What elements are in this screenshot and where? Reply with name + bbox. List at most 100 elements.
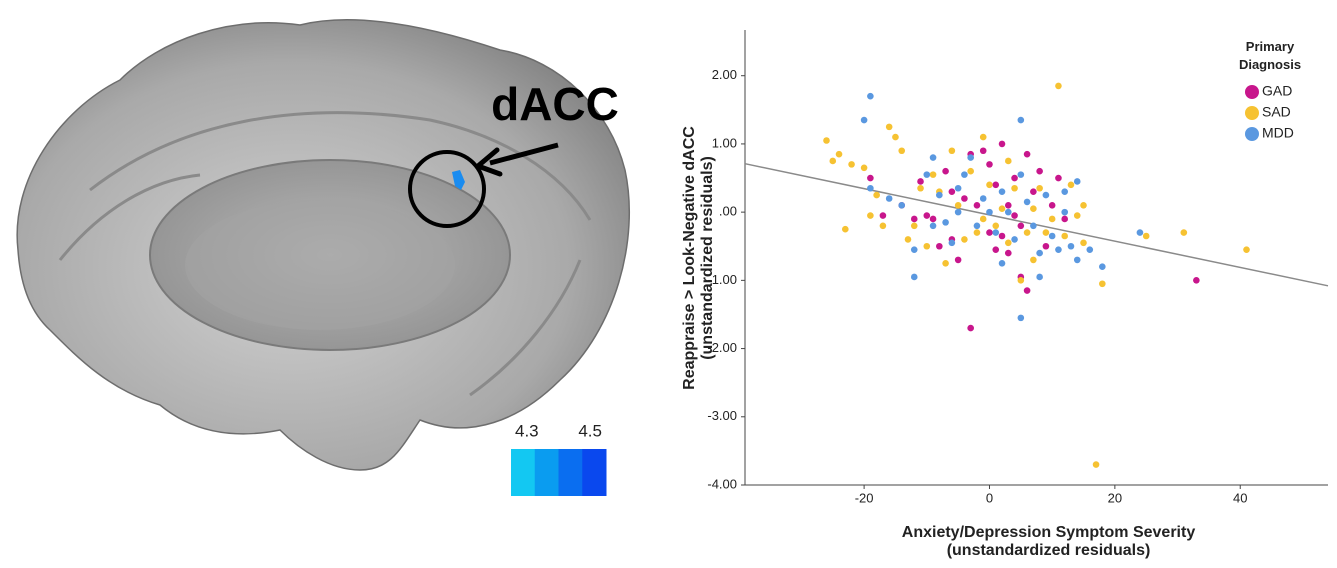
data-point: [910, 273, 918, 281]
data-point: [1136, 229, 1144, 236]
data-point: [1004, 249, 1012, 257]
x-tick-label: 40: [1233, 490, 1247, 505]
legend-marker: [1245, 85, 1259, 99]
data-point: [1004, 208, 1012, 216]
x-tick-label: 20: [1108, 490, 1122, 505]
x-axis-label: (unstandardized residuals): [947, 542, 1151, 559]
data-point: [973, 229, 981, 236]
data-point: [1099, 263, 1106, 271]
data-point: [1055, 246, 1062, 253]
data-point: [1004, 202, 1012, 209]
data-point: [1048, 202, 1056, 209]
data-point: [992, 222, 1000, 230]
data-point: [961, 171, 968, 178]
data-point: [942, 167, 949, 175]
data-point: [1011, 236, 1018, 243]
data-point: [860, 116, 868, 124]
x-tick-label: -20: [855, 490, 874, 505]
region-label: dACC: [491, 78, 619, 130]
callosum-inner: [185, 200, 455, 330]
data-point: [1067, 242, 1075, 250]
data-point: [1080, 239, 1087, 247]
data-point: [1036, 167, 1043, 175]
data-point: [873, 191, 880, 199]
data-point: [998, 140, 1006, 148]
y-axis-label: (unstandardized residuals): [699, 156, 716, 360]
data-point: [961, 195, 968, 202]
brain-sulcus: [58, 173, 201, 261]
data-point: [1092, 461, 1100, 468]
data-point: [1036, 273, 1043, 281]
colorbar-segment: [534, 449, 559, 496]
data-point: [829, 157, 837, 165]
data-point: [1073, 256, 1081, 264]
data-point: [979, 147, 987, 155]
data-point: [885, 195, 893, 202]
colorbar-tick-label: 4.5: [578, 421, 602, 440]
legend-label: GAD: [1262, 83, 1292, 99]
data-point: [910, 222, 918, 230]
data-point: [842, 225, 849, 233]
data-point: [954, 184, 962, 192]
data-point: [1061, 208, 1069, 216]
data-point: [1086, 246, 1094, 253]
data-point: [1011, 174, 1018, 182]
legend-label: SAD: [1262, 104, 1291, 120]
data-point: [1055, 82, 1062, 90]
data-point: [867, 174, 874, 182]
data-point: [1073, 212, 1081, 219]
data-point: [998, 188, 1006, 195]
data-point: [1067, 181, 1075, 189]
data-point: [1048, 232, 1056, 240]
data-point: [898, 147, 906, 155]
data-point: [954, 256, 962, 264]
data-point: [867, 184, 874, 192]
data-point: [1073, 178, 1081, 185]
colorbar-segment: [558, 449, 583, 496]
y-axis-label: Reappraise > Look-Negative dACC: [681, 126, 698, 390]
data-point: [1004, 239, 1012, 247]
data-point: [923, 242, 931, 250]
data-point: [948, 188, 956, 195]
data-point: [1030, 222, 1037, 230]
data-point: [1017, 277, 1025, 284]
legend-marker: [1245, 106, 1259, 120]
colorbar-segment: [511, 449, 536, 496]
data-point: [1036, 249, 1043, 257]
data-point: [948, 239, 956, 247]
data-point: [1099, 280, 1106, 288]
data-point: [954, 208, 962, 216]
data-point: [979, 133, 987, 141]
data-point: [1080, 202, 1087, 209]
data-point: [929, 154, 937, 161]
data-point: [1061, 188, 1069, 195]
data-point: [910, 246, 918, 253]
y-tick-label: .00: [719, 204, 737, 219]
data-point: [1142, 232, 1150, 240]
data-point: [1017, 222, 1025, 230]
data-point: [992, 246, 1000, 253]
data-point: [1036, 184, 1043, 192]
data-point: [1023, 229, 1031, 236]
data-point: [1017, 116, 1025, 124]
colorbar: 4.3 4.5: [511, 421, 607, 496]
data-point: [848, 161, 855, 168]
y-tick-label: -2.00: [707, 340, 737, 355]
data-point: [942, 259, 949, 267]
data-point: [898, 202, 906, 209]
data-point: [973, 222, 981, 230]
data-point: [1030, 188, 1037, 195]
data-point: [1023, 150, 1031, 158]
data-point: [1061, 215, 1069, 223]
data-point: [917, 184, 924, 192]
data-point: [936, 191, 943, 199]
data-point: [879, 222, 887, 230]
data-point: [998, 205, 1006, 213]
data-point: [986, 208, 993, 216]
data-point: [986, 181, 993, 189]
data-point: [998, 259, 1006, 267]
data-point: [923, 171, 931, 178]
data-point: [1061, 232, 1069, 240]
data-point: [929, 171, 937, 178]
